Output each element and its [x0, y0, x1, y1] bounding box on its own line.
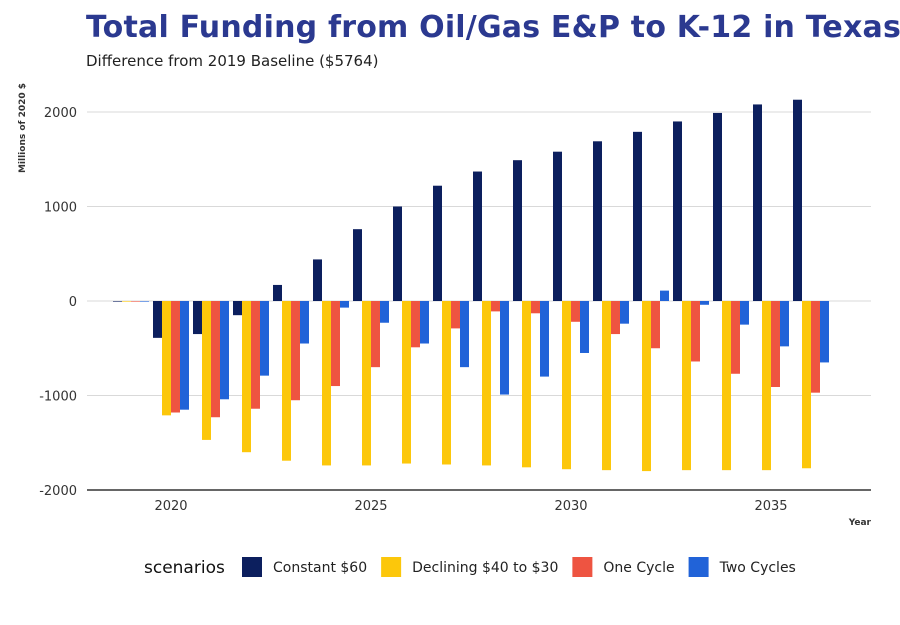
- legend-label: Constant $60: [273, 560, 367, 576]
- bar: [313, 259, 322, 301]
- y-axis-label: Millions of 2020 $: [18, 83, 28, 173]
- bar: [300, 301, 309, 344]
- bar: [682, 301, 691, 471]
- bar: [233, 301, 242, 316]
- bar: [340, 301, 349, 308]
- bar: [571, 301, 580, 322]
- y-tick-label: 0: [69, 295, 77, 310]
- y-tick-labels: -2000 -1000 0 1000 2000: [39, 106, 77, 499]
- bar: [322, 301, 331, 466]
- bar: [731, 301, 740, 374]
- bar: [251, 301, 260, 409]
- bar: [762, 301, 771, 471]
- bar: [291, 301, 300, 401]
- x-tick-labels: 2020 2025 2030 2035: [154, 499, 787, 514]
- x-axis-label: Year: [848, 518, 872, 528]
- bar: [282, 301, 291, 461]
- legend: scenarios Constant $60 Declining $40 to $…: [144, 557, 796, 578]
- bar: [260, 301, 269, 376]
- bar: [611, 301, 620, 335]
- bar: [660, 290, 669, 301]
- bar: [651, 301, 660, 349]
- bar: [553, 151, 562, 301]
- bar: [602, 301, 611, 471]
- bar: [273, 284, 282, 301]
- bar: [220, 301, 229, 400]
- x-tick-label: 2030: [554, 499, 587, 514]
- bar: [500, 301, 509, 395]
- bar: [242, 301, 251, 453]
- bar: [171, 301, 180, 413]
- bar: [673, 121, 682, 301]
- bar: [713, 112, 722, 301]
- bar: [491, 301, 500, 312]
- legend-swatch: [572, 557, 593, 577]
- y-tick-label: -2000: [39, 484, 77, 499]
- legend-label: Two Cycles: [719, 560, 796, 576]
- bar: [411, 301, 420, 348]
- bar: [140, 301, 149, 302]
- bar: [700, 301, 709, 305]
- bar: [753, 104, 762, 301]
- bar: [193, 301, 202, 335]
- bar: [473, 171, 482, 301]
- bar: [593, 141, 602, 301]
- x-tick-label: 2025: [354, 499, 387, 514]
- bar: [153, 301, 162, 338]
- bar: [113, 301, 122, 302]
- bar: [580, 301, 589, 353]
- bar: [482, 301, 491, 466]
- chart-title: Total Funding from Oil/Gas E&P to K-12 i…: [86, 10, 900, 45]
- y-tick-label: -1000: [39, 390, 77, 405]
- legend-title: scenarios: [144, 558, 225, 578]
- bar: [740, 301, 749, 325]
- bar: [371, 301, 380, 368]
- bar: [331, 301, 340, 387]
- bar: [162, 301, 171, 416]
- legend-swatch: [242, 557, 262, 577]
- bar: [442, 301, 451, 465]
- bar: [531, 301, 540, 314]
- bar: [353, 229, 362, 301]
- bar: [451, 301, 460, 329]
- bar: [522, 301, 531, 468]
- x-tick-label: 2035: [754, 499, 787, 514]
- bar: [420, 301, 429, 344]
- y-tick-label: 1000: [44, 201, 77, 216]
- legend-swatch: [688, 557, 709, 577]
- bar: [402, 301, 411, 464]
- bar: [460, 301, 469, 368]
- bar: [722, 301, 731, 471]
- bar: [513, 160, 522, 301]
- bars-layer: [113, 99, 829, 472]
- bar: [793, 99, 802, 301]
- legend-label: Declining $40 to $30: [412, 560, 558, 576]
- bar: [771, 301, 780, 387]
- bar: [780, 301, 789, 347]
- bar: [433, 185, 442, 301]
- x-tick-label: 2020: [154, 499, 187, 514]
- y-tick-label: 2000: [44, 106, 77, 121]
- bar: [620, 301, 629, 324]
- bar: [691, 301, 700, 362]
- bar: [362, 301, 371, 466]
- bar: [642, 301, 651, 472]
- bar: [202, 301, 211, 440]
- bar: [122, 301, 131, 302]
- bar: [380, 301, 389, 323]
- bar: [562, 301, 571, 470]
- bar: [180, 301, 189, 410]
- bar: [393, 206, 402, 301]
- bar: [540, 301, 549, 377]
- bar: [802, 301, 811, 469]
- chart-subtitle: Difference from 2019 Baseline ($5764): [86, 52, 379, 70]
- legend-label: One Cycle: [603, 560, 674, 576]
- bar: [211, 301, 220, 418]
- bar: [811, 301, 820, 393]
- bar: [131, 301, 140, 302]
- bar: [633, 131, 642, 301]
- bar: [820, 301, 829, 363]
- legend-swatch: [381, 557, 402, 577]
